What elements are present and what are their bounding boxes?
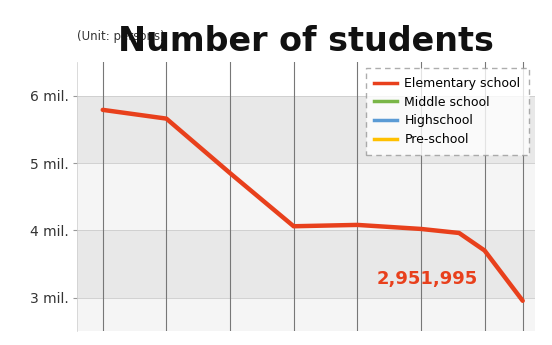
Bar bbox=[77, 230, 535, 297]
Bar bbox=[77, 96, 535, 163]
Bar bbox=[77, 62, 535, 96]
Title: Number of students: Number of students bbox=[119, 25, 494, 58]
Legend: Elementary school, Middle school, Highschool, Pre-school: Elementary school, Middle school, Highsc… bbox=[365, 68, 529, 155]
Text: (Unit: persons): (Unit: persons) bbox=[77, 30, 165, 43]
Bar bbox=[77, 163, 535, 230]
Text: 2,951,995: 2,951,995 bbox=[377, 270, 478, 288]
Bar bbox=[77, 297, 535, 331]
